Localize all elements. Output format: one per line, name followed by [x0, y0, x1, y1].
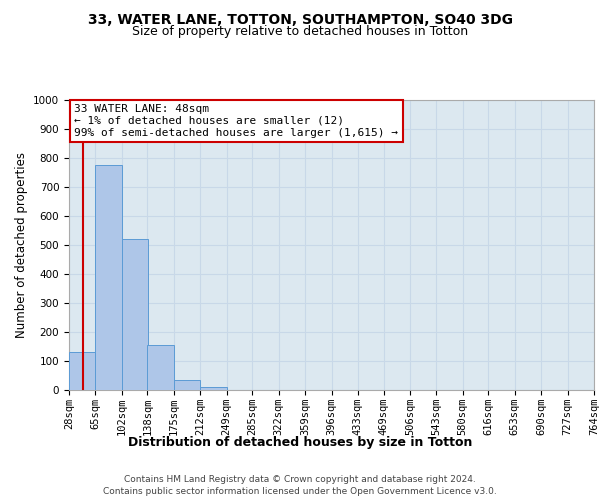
Bar	[200, 387, 227, 390]
Text: Distribution of detached houses by size in Totton: Distribution of detached houses by size …	[128, 436, 472, 449]
Bar	[174, 380, 200, 390]
Bar	[122, 239, 148, 390]
Text: 33, WATER LANE, TOTTON, SOUTHAMPTON, SO40 3DG: 33, WATER LANE, TOTTON, SOUTHAMPTON, SO4…	[88, 12, 512, 26]
Text: 33 WATER LANE: 48sqm
← 1% of detached houses are smaller (12)
99% of semi-detach: 33 WATER LANE: 48sqm ← 1% of detached ho…	[74, 104, 398, 138]
Bar	[95, 166, 122, 390]
Y-axis label: Number of detached properties: Number of detached properties	[14, 152, 28, 338]
Text: Contains public sector information licensed under the Open Government Licence v3: Contains public sector information licen…	[103, 486, 497, 496]
Bar	[148, 345, 174, 390]
Bar	[69, 352, 95, 390]
Text: Contains HM Land Registry data © Crown copyright and database right 2024.: Contains HM Land Registry data © Crown c…	[124, 476, 476, 484]
Text: Size of property relative to detached houses in Totton: Size of property relative to detached ho…	[132, 25, 468, 38]
